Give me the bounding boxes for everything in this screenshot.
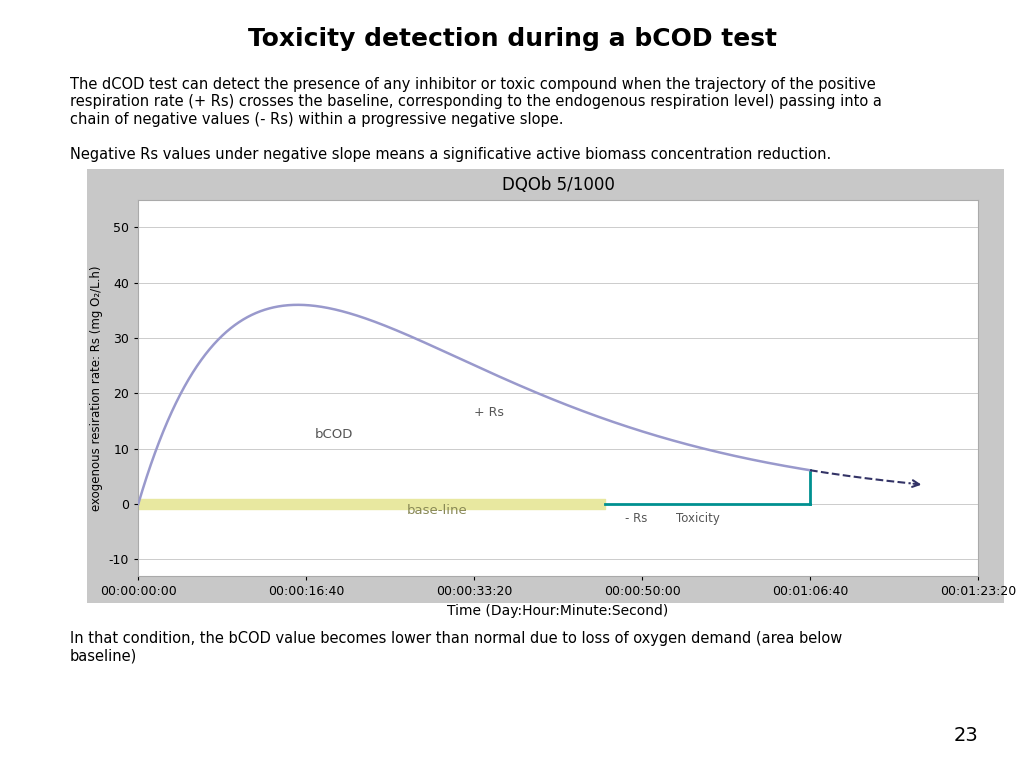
Text: + Rs: + Rs — [474, 406, 504, 419]
Text: Toxicity detection during a bCOD test: Toxicity detection during a bCOD test — [248, 27, 776, 51]
X-axis label: Time (Day:Hour:Minute:Second): Time (Day:Hour:Minute:Second) — [447, 604, 669, 617]
Text: The dCOD test can detect the presence of any inhibitor or toxic compound when th: The dCOD test can detect the presence of… — [70, 77, 882, 127]
Text: - Rs: - Rs — [626, 511, 647, 525]
Text: In that condition, the bCOD value becomes lower than normal due to loss of oxyge: In that condition, the bCOD value become… — [70, 631, 842, 664]
Title: DQOb 5/1000: DQOb 5/1000 — [502, 176, 614, 194]
Text: bCOD: bCOD — [314, 428, 353, 441]
Text: Toxicity: Toxicity — [676, 511, 720, 525]
Y-axis label: exogenous resiration rate: Rs (mg O₂/L.h): exogenous resiration rate: Rs (mg O₂/L.h… — [90, 265, 103, 511]
Text: 23: 23 — [953, 726, 978, 745]
Text: base-line: base-line — [407, 504, 468, 517]
Text: Negative Rs values under negative slope means a significative active biomass con: Negative Rs values under negative slope … — [70, 147, 830, 163]
